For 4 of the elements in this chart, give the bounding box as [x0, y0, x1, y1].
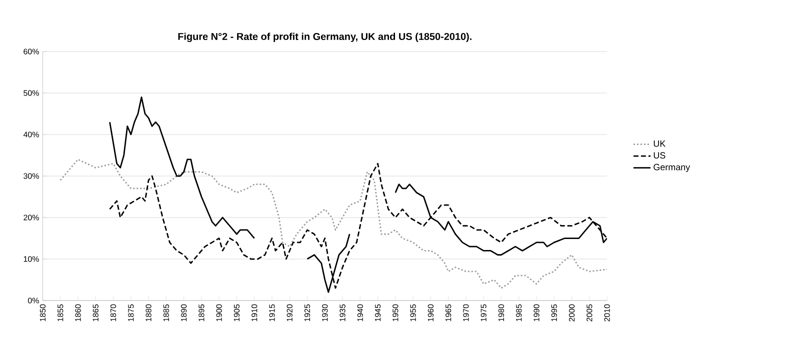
chart-title: Figure N°2 - Rate of profit in Germany, UK and US (1850-2010). [178, 32, 472, 42]
legend-label: UK [654, 140, 666, 147]
legend-label: Germany [654, 164, 690, 172]
legend-label: US [654, 152, 666, 158]
